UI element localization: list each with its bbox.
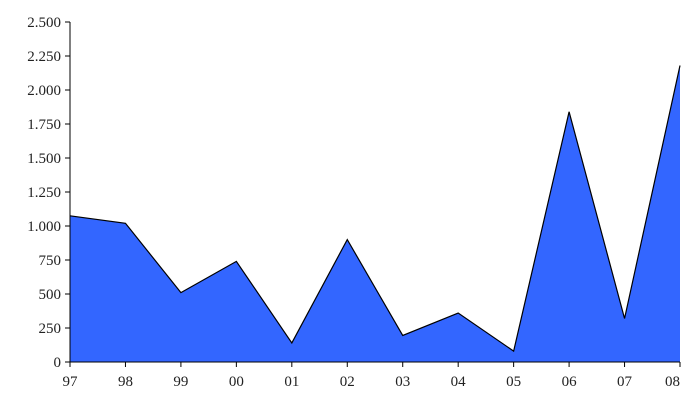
y-tick-label: 2.500 <box>27 15 61 31</box>
x-tick-label: 02 <box>340 374 355 390</box>
x-tick-label: 04 <box>451 374 467 390</box>
series-line <box>69 65 681 353</box>
x-tick-label: 03 <box>395 374 410 390</box>
y-tick-label: 750 <box>39 253 62 269</box>
x-tick-label: 00 <box>229 374 244 390</box>
y-tick-label: 0 <box>54 355 62 371</box>
x-axis-ticks: 97 98 99 00 01 02 03 04 05 06 07 08 <box>63 362 681 390</box>
x-tick-label: 06 <box>562 374 578 390</box>
y-tick-label: 2.000 <box>27 83 61 99</box>
x-tick-label: 01 <box>284 374 299 390</box>
y-tick-label: 1.000 <box>27 219 61 235</box>
y-axis-ticks: 0 250 500 750 1.000 1.250 1.500 1.750 2.000 2.250… <box>27 15 70 371</box>
y-tick-label: 250 <box>39 321 62 337</box>
x-tick-label: 08 <box>665 374 680 390</box>
x-tick-label: 98 <box>118 374 133 390</box>
x-tick-label: 97 <box>63 374 79 390</box>
x-tick-label: 07 <box>617 374 633 390</box>
y-tick-label: 1.500 <box>27 151 61 167</box>
series-area <box>70 65 680 363</box>
y-tick-label: 1.250 <box>27 185 61 201</box>
y-tick-label: 500 <box>39 287 62 303</box>
x-tick-label: 99 <box>173 374 188 390</box>
y-tick-label: 1.750 <box>27 117 61 133</box>
y-tick-label: 2.250 <box>27 49 61 65</box>
x-tick-label: 05 <box>506 374 521 390</box>
